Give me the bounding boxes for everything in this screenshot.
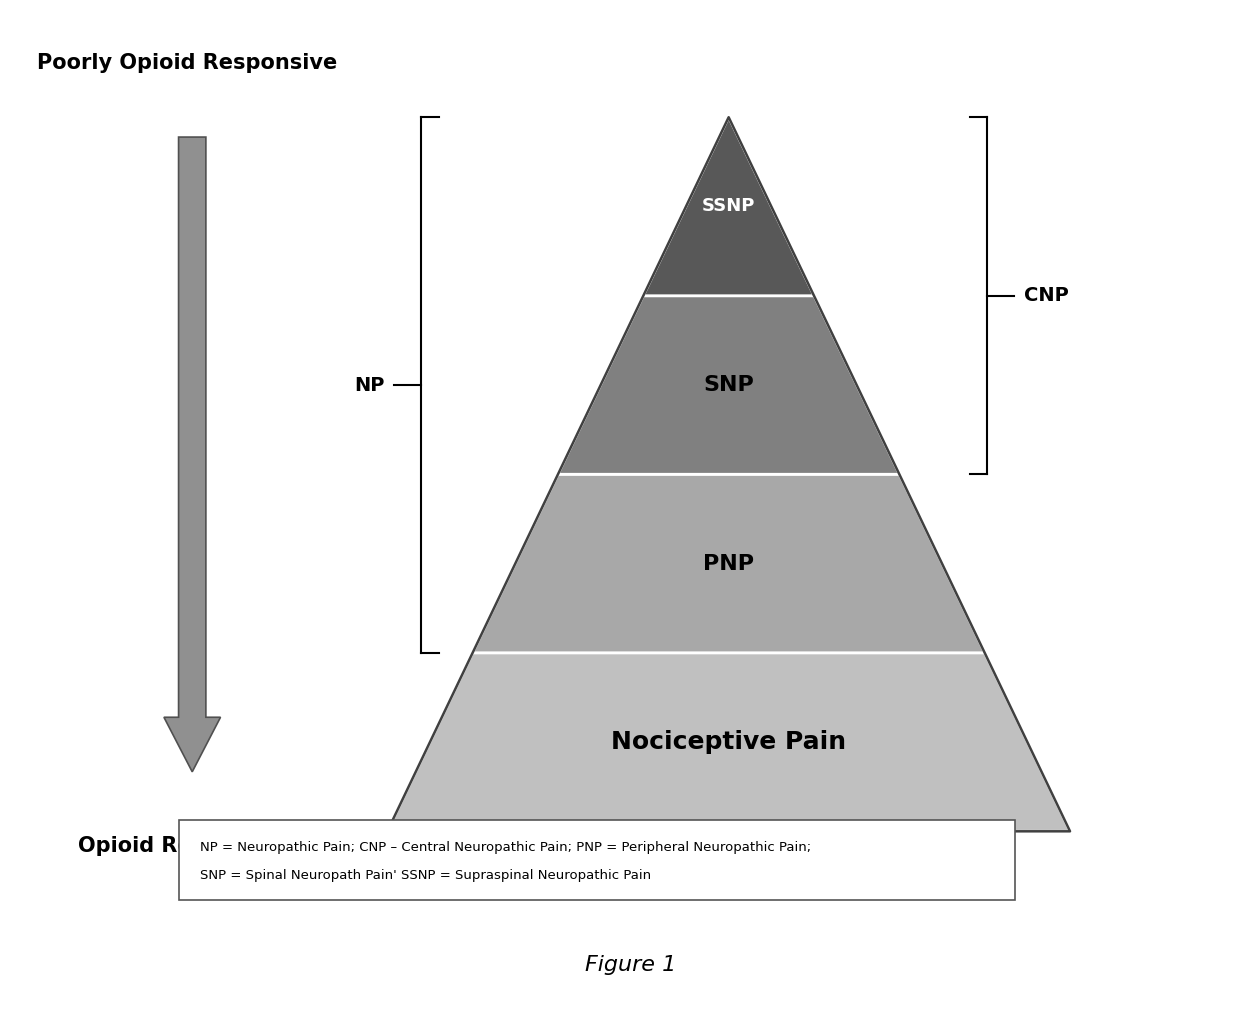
Polygon shape [644,118,813,296]
Text: NP: NP [353,375,384,394]
Text: SSNP: SSNP [702,198,755,216]
Text: Figure 1: Figure 1 [585,955,677,975]
Polygon shape [387,653,1070,831]
Text: Poorly Opioid Responsive: Poorly Opioid Responsive [37,53,337,73]
Text: Nociceptive Pain: Nociceptive Pain [611,730,846,754]
FancyBboxPatch shape [179,820,1016,899]
Text: NP = Neuropathic Pain; CNP – Central Neuropathic Pain; PNP = Peripheral Neuropat: NP = Neuropathic Pain; CNP – Central Neu… [200,841,811,854]
Polygon shape [472,475,985,653]
Text: SNP = Spinal Neuropath Pain' SSNP = Supraspinal Neuropathic Pain: SNP = Spinal Neuropath Pain' SSNP = Supr… [200,869,651,882]
Text: SNP: SNP [703,375,754,395]
Text: Opioid Responsive: Opioid Responsive [78,837,296,856]
Text: PNP: PNP [703,554,754,574]
FancyArrow shape [164,137,221,772]
Polygon shape [558,296,899,475]
Text: CNP: CNP [1024,286,1069,305]
